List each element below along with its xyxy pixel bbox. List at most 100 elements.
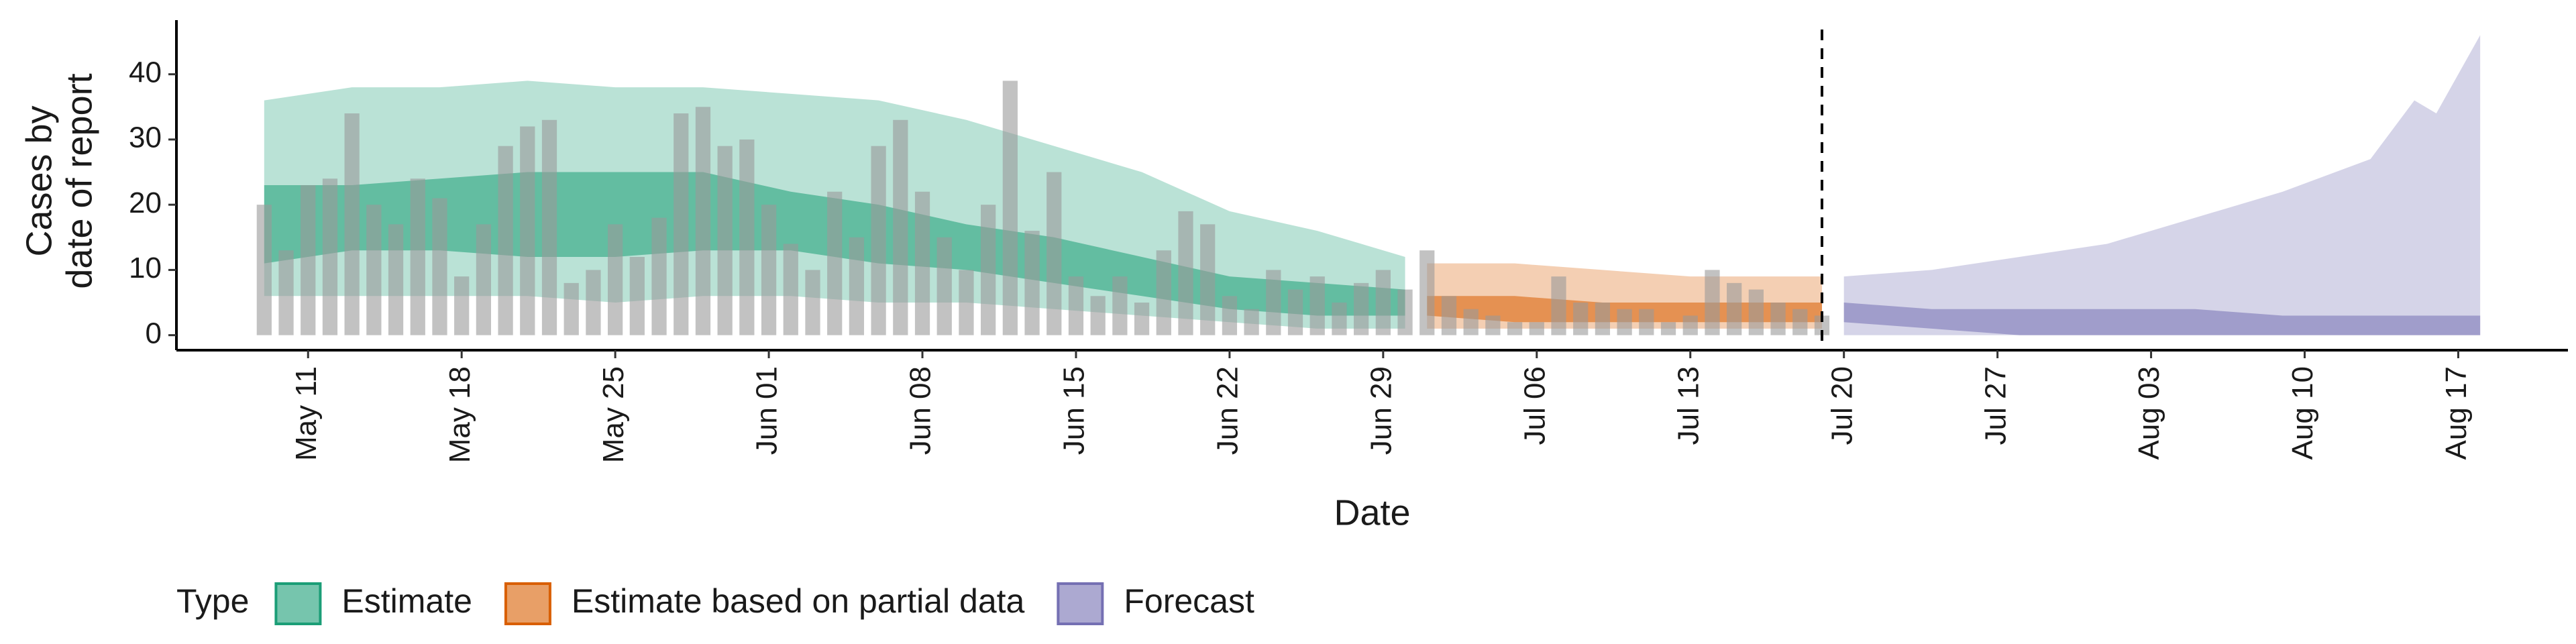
x-tick-label: Aug 03 xyxy=(2133,366,2165,460)
x-tick-label: Jun 15 xyxy=(1058,366,1091,455)
x-tick-label: May 11 xyxy=(290,366,323,461)
bar xyxy=(1770,303,1786,335)
bar xyxy=(1397,289,1413,335)
y-axis-title: Cases by xyxy=(19,105,59,256)
bar xyxy=(1178,211,1193,335)
bar xyxy=(1309,276,1325,335)
bar xyxy=(717,146,733,335)
bar xyxy=(278,250,294,335)
bar xyxy=(1024,231,1040,335)
y-tick-label: 20 xyxy=(129,186,162,219)
bar xyxy=(1441,296,1457,335)
legend-swatch xyxy=(504,582,551,625)
bar xyxy=(1727,282,1742,335)
bar xyxy=(1485,315,1501,335)
bar xyxy=(1068,276,1084,335)
x-tick-label: Jun 29 xyxy=(1364,366,1397,455)
bar xyxy=(541,119,557,335)
bar xyxy=(1332,303,1347,335)
x-tick-label: Jul 27 xyxy=(1979,366,2012,445)
bar xyxy=(1002,80,1018,335)
bar xyxy=(1792,309,1808,335)
bar xyxy=(914,191,930,335)
legend-title: Type xyxy=(176,582,249,620)
bar xyxy=(1705,270,1720,335)
legend-label: Forecast xyxy=(1124,582,1254,620)
bar xyxy=(1814,315,1830,335)
legend-label: Estimate xyxy=(341,582,472,620)
bar xyxy=(936,237,952,335)
bar xyxy=(1748,289,1764,335)
y-tick-label: 10 xyxy=(129,252,162,284)
bar xyxy=(1419,250,1435,335)
bar xyxy=(893,119,908,335)
x-tick-label: Jul 13 xyxy=(1672,366,1705,445)
bar xyxy=(1090,296,1106,335)
bar xyxy=(1287,289,1303,335)
y-tick-label: 30 xyxy=(129,121,162,154)
bar xyxy=(959,270,974,335)
bar xyxy=(1595,303,1611,335)
x-tick-label: May 18 xyxy=(443,366,476,463)
bar xyxy=(1244,309,1259,335)
bar xyxy=(871,146,886,335)
bar xyxy=(1551,276,1566,335)
bar xyxy=(608,224,623,335)
bar xyxy=(1463,309,1479,335)
bar xyxy=(301,185,316,335)
bar xyxy=(1266,270,1281,335)
y-tick-label: 40 xyxy=(129,56,162,89)
bar xyxy=(564,282,579,335)
bar xyxy=(1507,322,1523,335)
legend-swatch xyxy=(274,582,322,625)
bar xyxy=(849,237,865,335)
band-90 xyxy=(1843,35,2481,335)
bar xyxy=(1529,322,1544,335)
bar xyxy=(1134,303,1150,335)
bar xyxy=(1222,296,1238,335)
x-tick-label: Jun 01 xyxy=(751,366,784,455)
bar xyxy=(586,270,601,335)
bar xyxy=(1375,270,1391,335)
bar xyxy=(1573,303,1589,335)
bar xyxy=(629,256,645,335)
x-tick-label: Jul 20 xyxy=(1825,366,1858,445)
bar xyxy=(1112,276,1128,335)
bar xyxy=(454,276,470,335)
bar xyxy=(739,139,755,335)
bar xyxy=(476,224,492,335)
legend-swatch xyxy=(1057,582,1104,625)
x-tick-label: Aug 17 xyxy=(2440,366,2473,460)
y-axis-title: date of report xyxy=(59,73,99,288)
bar xyxy=(520,126,535,335)
bar xyxy=(783,244,798,335)
x-tick-label: Jun 22 xyxy=(1212,366,1244,455)
bar xyxy=(1660,322,1676,335)
bar xyxy=(981,205,996,335)
bar xyxy=(322,178,338,335)
bar xyxy=(366,205,382,335)
bar xyxy=(695,107,711,335)
bar xyxy=(388,224,404,335)
bar xyxy=(1682,315,1698,335)
x-tick-label: Jun 08 xyxy=(904,366,937,455)
x-tick-label: Jul 06 xyxy=(1518,366,1551,445)
bar xyxy=(674,113,689,335)
bar xyxy=(1617,309,1632,335)
bar xyxy=(498,146,513,335)
bar xyxy=(256,205,272,335)
band-50 xyxy=(1843,303,2481,335)
x-axis-title: Date xyxy=(1334,492,1410,533)
bar xyxy=(344,113,360,335)
legend-label: Estimate based on partial data xyxy=(572,582,1025,620)
y-tick-label: 0 xyxy=(146,317,162,350)
bar xyxy=(1200,224,1216,335)
bar xyxy=(410,178,425,335)
bar xyxy=(805,270,820,335)
bar xyxy=(651,217,667,335)
bar xyxy=(1354,282,1369,335)
bar xyxy=(1639,309,1654,335)
x-tick-label: Aug 10 xyxy=(2286,366,2319,460)
